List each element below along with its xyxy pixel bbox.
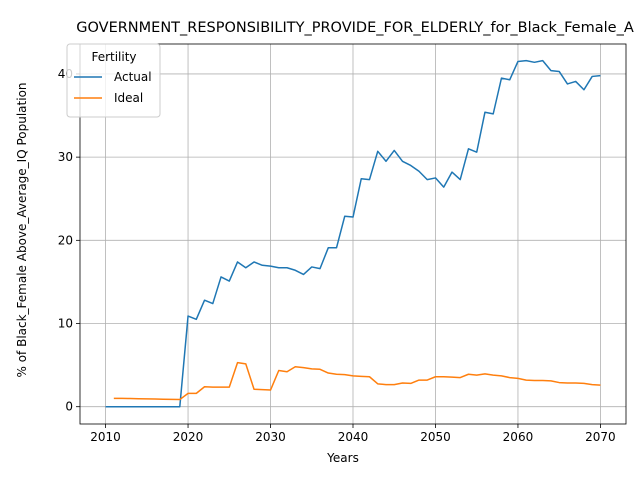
x-tick-label: 2030 [255, 430, 286, 444]
legend: Fertility Actual Ideal [66, 43, 161, 118]
y-tick-label: 20 [58, 233, 73, 247]
x-tick-label: 2010 [90, 430, 121, 444]
legend-label-actual: Actual [114, 70, 152, 84]
series-line-actual [105, 59, 601, 408]
y-tick-label: 0 [65, 400, 73, 414]
series-layer [105, 59, 601, 408]
x-tick-label: 2020 [173, 430, 204, 444]
legend-title: Fertility [91, 50, 136, 64]
x-tick-label: 2070 [585, 430, 616, 444]
y-axis-label: % of Black_Female Above_Average_IQ Popul… [15, 82, 29, 377]
grid-lines [80, 44, 626, 424]
x-tick-label: 2060 [503, 430, 534, 444]
x-tick-label: 2050 [420, 430, 451, 444]
x-axis-label: Years [326, 451, 359, 465]
y-tick-label: 30 [58, 150, 73, 164]
x-axis-ticks: 2010 2020 2030 2040 2050 2060 2070 [90, 424, 616, 444]
y-tick-label: 10 [58, 317, 73, 331]
chart-title: GOVERNMENT_RESPONSIBILITY_PROVIDE_FOR_EL… [76, 20, 634, 36]
series-line-ideal [113, 361, 601, 401]
x-tick-label: 2040 [338, 430, 369, 444]
legend-label-ideal: Ideal [114, 91, 143, 105]
